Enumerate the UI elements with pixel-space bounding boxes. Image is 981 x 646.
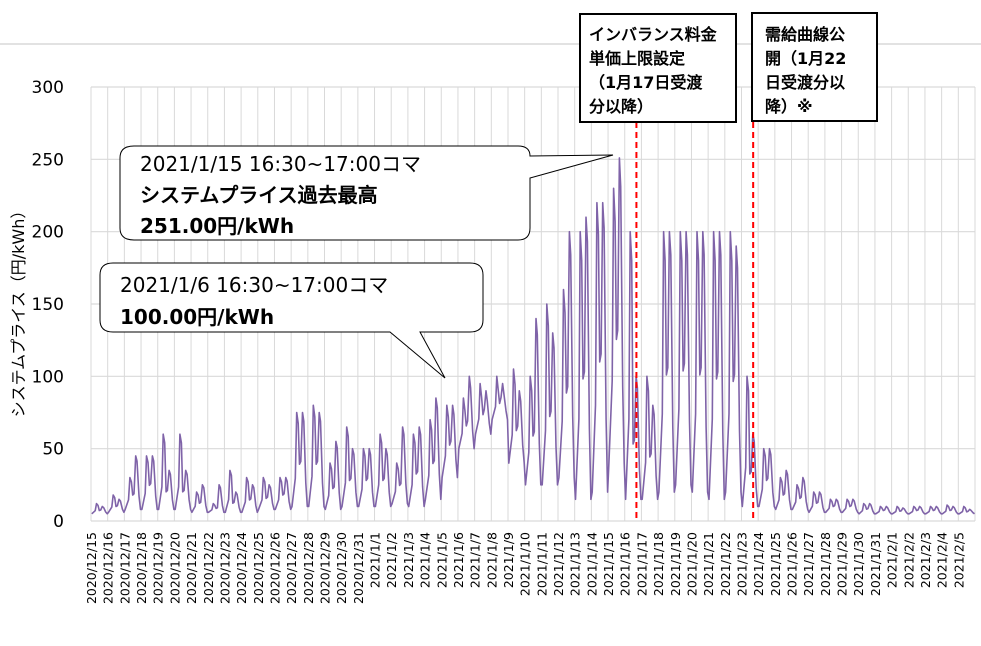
- x-tick-label: 2021/1/21: [701, 532, 716, 596]
- y-axis-label: システムプライス（円/kWh）: [9, 203, 28, 418]
- x-tick-label: 2021/1/8: [484, 532, 499, 588]
- x-tick-label: 2021/1/27: [801, 532, 816, 596]
- x-tick-label: 2020/12/15: [84, 532, 99, 604]
- callout-bubble: [99, 262, 484, 379]
- x-tick-label: 2021/1/17: [634, 532, 649, 596]
- callout-line: 2021/1/15 16:30~17:00コマ: [140, 152, 421, 176]
- x-tick-label: 2021/1/15: [601, 532, 616, 596]
- x-tick-label: 2020/12/26: [267, 532, 282, 604]
- x-tick-label: 2020/12/29: [318, 532, 333, 604]
- x-tick-label: 2021/1/29: [835, 532, 850, 596]
- x-tick-label: 2021/1/31: [868, 532, 883, 596]
- y-tick-label: 100: [32, 367, 64, 387]
- series-line: [91, 157, 975, 515]
- x-tick-label: 2021/1/1: [368, 532, 383, 588]
- x-tick-label: 2021/1/28: [818, 532, 833, 596]
- x-tick-label: 2021/1/25: [768, 532, 783, 596]
- callout-line: システムプライス過去最高: [140, 183, 378, 207]
- x-tick-label: 2021/1/20: [684, 532, 699, 596]
- annotation-supply-curve: 需給曲線公 開（1月22 日受渡分以 降）※: [751, 12, 878, 122]
- x-tick-label: 2020/12/23: [217, 532, 232, 604]
- x-tick-label: 2020/12/19: [151, 532, 166, 604]
- x-tick-label: 2021/1/14: [584, 532, 599, 596]
- x-tick-label: 2020/12/25: [251, 532, 266, 604]
- x-tick-label: 2020/12/21: [184, 532, 199, 604]
- annotation-line: 降）※: [765, 97, 813, 116]
- annotation-line: 需給曲線公: [765, 25, 845, 44]
- x-tick-label: 2021/1/6: [451, 532, 466, 588]
- callout-record-high: 2021/1/15 16:30~17:00コマ システムプライス過去最高 251…: [119, 145, 614, 241]
- annotation-lines: [635, 122, 755, 521]
- x-tick-label: 2021/1/10: [518, 532, 533, 596]
- x-tick-label: 2020/12/18: [134, 532, 149, 604]
- y-tick-label: 200: [32, 223, 64, 243]
- x-axis: 2020/12/15 2020/12/16 2020/12/17 2020/12/18…: [84, 532, 966, 604]
- annotation-line: インバランス料金: [589, 25, 718, 44]
- x-tick-label: 2021/1/4: [418, 532, 433, 588]
- callout-jan6: 2021/1/6 16:30~17:00コマ 100.00円/kWh: [99, 262, 484, 379]
- x-tick-label: 2020/12/17: [117, 532, 132, 604]
- x-tick-label: 2021/1/30: [851, 532, 866, 596]
- x-tick-label: 2021/1/23: [734, 532, 749, 596]
- callout-bubble: [119, 145, 614, 241]
- x-tick-label: 2021/2/4: [935, 532, 950, 588]
- x-tick-label: 2020/12/28: [301, 532, 316, 604]
- callout-line: 251.00円/kWh: [140, 214, 294, 238]
- x-tick-label: 2021/1/16: [618, 532, 633, 596]
- x-tick-label: 2020/12/24: [234, 532, 249, 604]
- x-tick-label: 2021/2/5: [951, 532, 966, 588]
- x-tick-label: 2021/2/3: [918, 532, 933, 588]
- x-tick-label: 2021/1/2: [384, 532, 399, 588]
- x-tick-label: 2021/1/11: [534, 532, 549, 596]
- y-axis: 0 50 100 150 200 250 300: [32, 78, 64, 532]
- y-tick-label: 300: [32, 78, 64, 98]
- x-tick-label: 2021/1/7: [468, 532, 483, 588]
- annotation-line: 単価上限設定: [589, 49, 685, 68]
- annotation-line: 開（1月22: [765, 49, 846, 68]
- y-tick-label: 150: [32, 295, 64, 315]
- x-tick-label: 2021/1/13: [568, 532, 583, 596]
- y-tick-label: 0: [53, 512, 64, 532]
- x-tick-label: 2021/1/3: [401, 532, 416, 588]
- x-tick-label: 2021/1/9: [501, 532, 516, 588]
- x-tick-label: 2021/1/24: [751, 532, 766, 596]
- x-tick-label: 2020/12/22: [201, 532, 216, 604]
- annotation-line: 日受渡分以: [765, 73, 845, 92]
- annotation-line: 分以降）: [589, 97, 653, 116]
- x-tick-label: 2021/1/22: [718, 532, 733, 596]
- x-tick-label: 2020/12/20: [167, 532, 182, 604]
- x-tick-label: 2021/1/5: [434, 532, 449, 588]
- x-tick-label: 2021/1/19: [668, 532, 683, 596]
- x-tick-label: 2021/1/18: [651, 532, 666, 596]
- callout-line: 100.00円/kWh: [120, 305, 274, 329]
- x-tick-label: 2020/12/16: [101, 532, 116, 604]
- x-tick-label: 2020/12/27: [284, 532, 299, 604]
- annotation-line: （1月17日受渡: [589, 73, 703, 92]
- y-tick-label: 250: [32, 150, 64, 170]
- x-tick-label: 2021/2/2: [901, 532, 916, 588]
- x-tick-label: 2021/2/1: [885, 532, 900, 588]
- x-tick-label: 2020/12/30: [334, 532, 349, 604]
- x-tick-label: 2021/1/12: [551, 532, 566, 596]
- y-tick-label: 50: [42, 440, 64, 460]
- x-tick-label: 2021/1/26: [785, 532, 800, 596]
- callout-line: 2021/1/6 16:30~17:00コマ: [120, 273, 388, 297]
- x-tick-label: 2020/12/31: [351, 532, 366, 604]
- annotation-imbalance-cap: インバランス料金 単価上限設定 （1月17日受渡 分以降）: [579, 13, 737, 123]
